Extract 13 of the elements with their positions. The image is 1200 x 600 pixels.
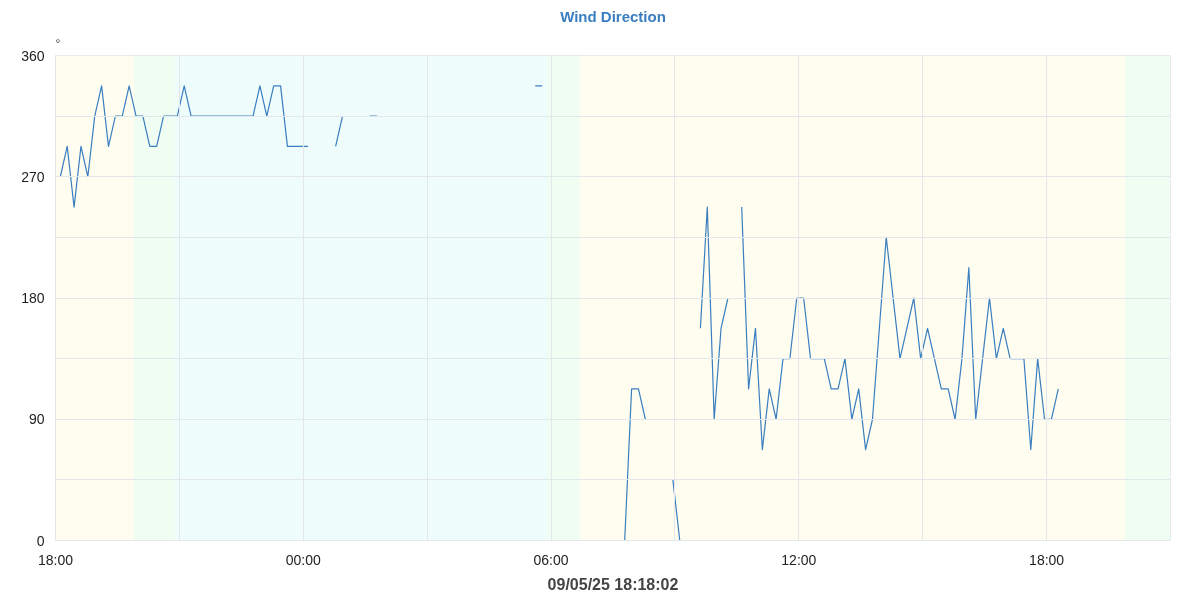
- x-tick-label: 18:00: [1029, 551, 1065, 568]
- y-tick-label: 360: [21, 47, 45, 64]
- y-tick-label: 90: [28, 411, 45, 428]
- chart-title: Wind Direction: [560, 7, 666, 25]
- y-axis-title: °: [55, 36, 61, 51]
- x-tick-label: 06:00: [533, 551, 569, 568]
- x-tick-label: 00:00: [285, 551, 322, 568]
- y-tick-label: 180: [21, 290, 45, 306]
- x-tick-label: 12:00: [781, 551, 817, 568]
- x-axis-title: 09/05/25 18:18:02: [547, 575, 679, 593]
- y-tick-label: 0: [36, 532, 45, 549]
- x-tick-label: 18:00: [37, 551, 74, 568]
- y-tick-label: 270: [21, 168, 45, 185]
